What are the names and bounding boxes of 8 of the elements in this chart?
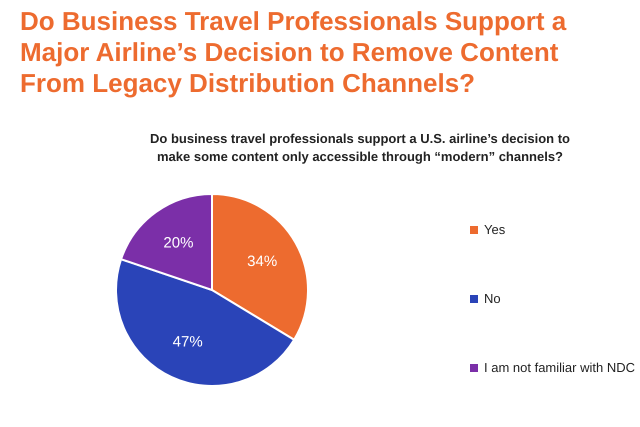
data-label: 34% <box>247 253 278 270</box>
legend-label: Yes <box>484 222 506 237</box>
legend-label: No <box>484 291 501 306</box>
data-label: 20% <box>163 234 194 252</box>
legend-label: I am not familiar with NDC <box>484 360 635 375</box>
chart-subtitle: Do business travel professionals support a U.S. airline’s decision to make some content only accessible through “modern” channels? <box>150 130 570 166</box>
data-label: 47% <box>172 334 203 351</box>
chart-title: Do Business Travel Professionals Support a Major Airline’s Decision to Remove Content From Legacy Distribution Channels? <box>20 6 568 99</box>
